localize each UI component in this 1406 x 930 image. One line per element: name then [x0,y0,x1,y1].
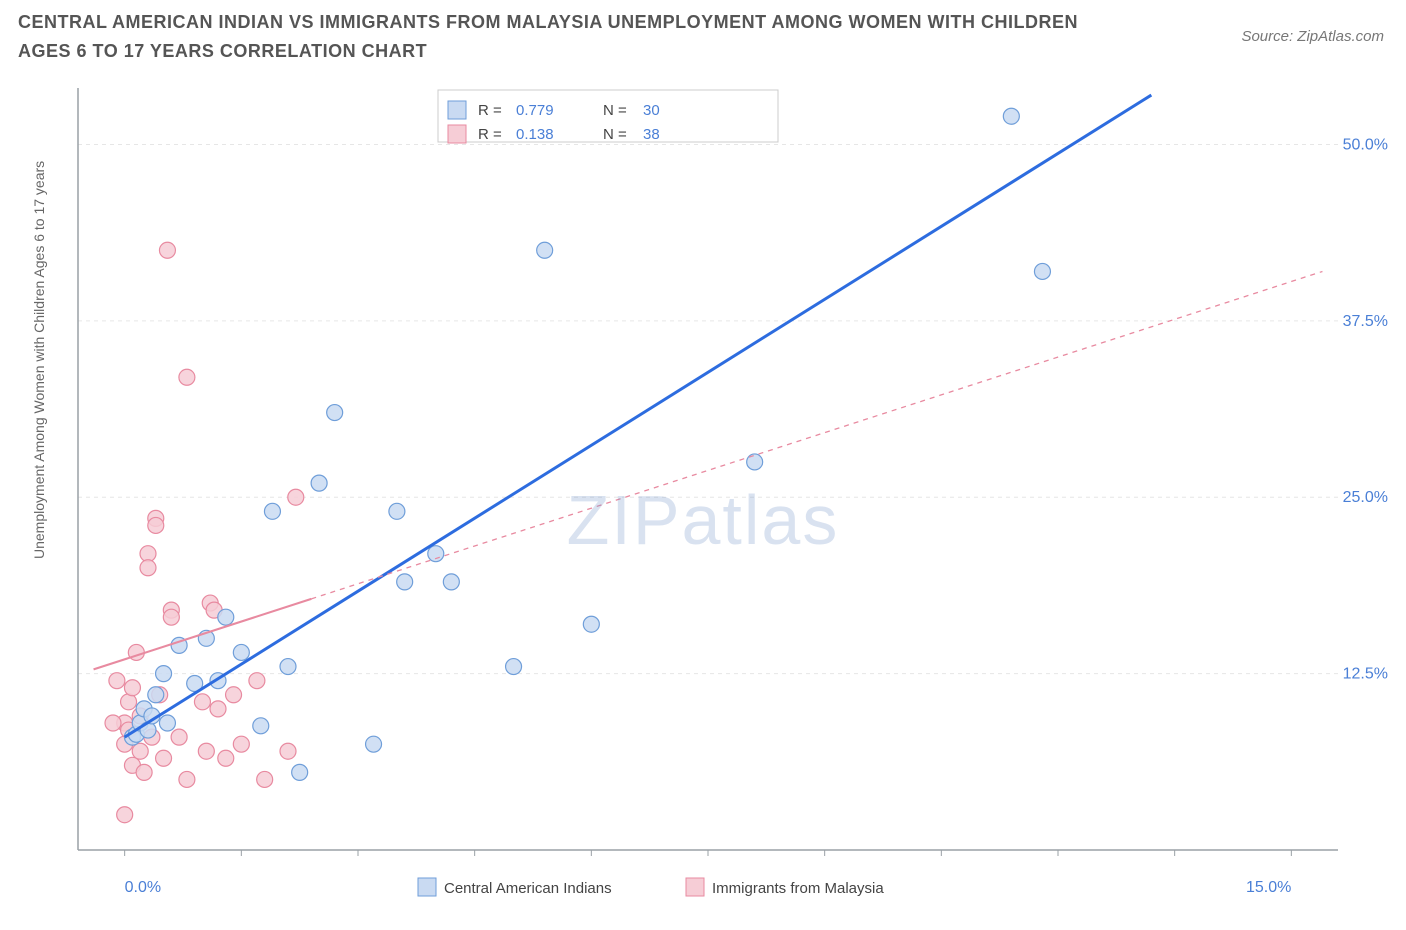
data-point [140,560,156,576]
data-point [288,489,304,505]
data-point [105,715,121,731]
data-point [210,701,226,717]
legend-swatch [448,101,466,119]
data-point [506,659,522,675]
trend-line [94,599,312,670]
legend-stat-label: R = [478,102,502,119]
data-point [257,771,273,787]
data-point [233,736,249,752]
x-tick-label: 15.0% [1246,879,1291,896]
data-point [121,694,137,710]
data-point [156,750,172,766]
data-point [280,743,296,759]
data-point [264,503,280,519]
legend-swatch [418,878,436,896]
data-point [233,644,249,660]
data-point [397,574,413,590]
data-point [179,771,195,787]
data-point [109,673,125,689]
legend-stat-value: 30 [643,102,660,119]
y-axis-label: Unemployment Among Women with Children A… [31,161,47,559]
data-point [389,503,405,519]
data-point [117,807,133,823]
data-point [156,666,172,682]
data-point [136,764,152,780]
data-point [253,718,269,734]
data-point [327,405,343,421]
data-point [218,609,234,625]
y-tick-label: 37.5% [1343,313,1388,330]
data-point [292,764,308,780]
data-point [583,616,599,632]
data-point [132,743,148,759]
data-point [159,242,175,258]
data-point [218,750,234,766]
data-point [311,475,327,491]
legend-swatch [448,125,466,143]
legend-series-label: Central American Indians [444,880,612,897]
legend-stat-value: 0.138 [516,126,554,143]
data-point [280,659,296,675]
data-point [428,546,444,562]
y-tick-label: 25.0% [1343,489,1388,506]
data-point [226,687,242,703]
data-point [747,454,763,470]
data-point [249,673,265,689]
legend-stat-label: R = [478,126,502,143]
trend-line [125,95,1152,737]
data-point [1034,263,1050,279]
data-point [148,687,164,703]
x-tick-label: 0.0% [125,879,161,896]
source-attribution: Source: ZipAtlas.com [1241,28,1384,45]
data-point [163,609,179,625]
data-point [198,743,214,759]
y-tick-label: 12.5% [1343,666,1388,683]
data-point [194,694,210,710]
correlation-scatter-chart: 12.5% 25.0% 37.5% 50.0% 0.0% 15.0% Unemploymen… [18,80,1388,910]
data-point [148,517,164,533]
data-point [537,242,553,258]
legend-stat-label: N = [603,102,627,119]
data-point [1003,108,1019,124]
data-point [159,715,175,731]
data-point [443,574,459,590]
legend-stat-value: 38 [643,126,660,143]
data-point [366,736,382,752]
legend-swatch [686,878,704,896]
data-point [179,369,195,385]
data-point [171,729,187,745]
legend-series-label: Immigrants from Malaysia [712,880,884,897]
y-tick-label: 50.0% [1343,136,1388,153]
chart-title: CENTRAL AMERICAN INDIAN VS IMMIGRANTS FR… [18,8,1126,66]
legend-stat-value: 0.779 [516,102,554,119]
legend-stat-label: N = [603,126,627,143]
data-point [124,680,140,696]
